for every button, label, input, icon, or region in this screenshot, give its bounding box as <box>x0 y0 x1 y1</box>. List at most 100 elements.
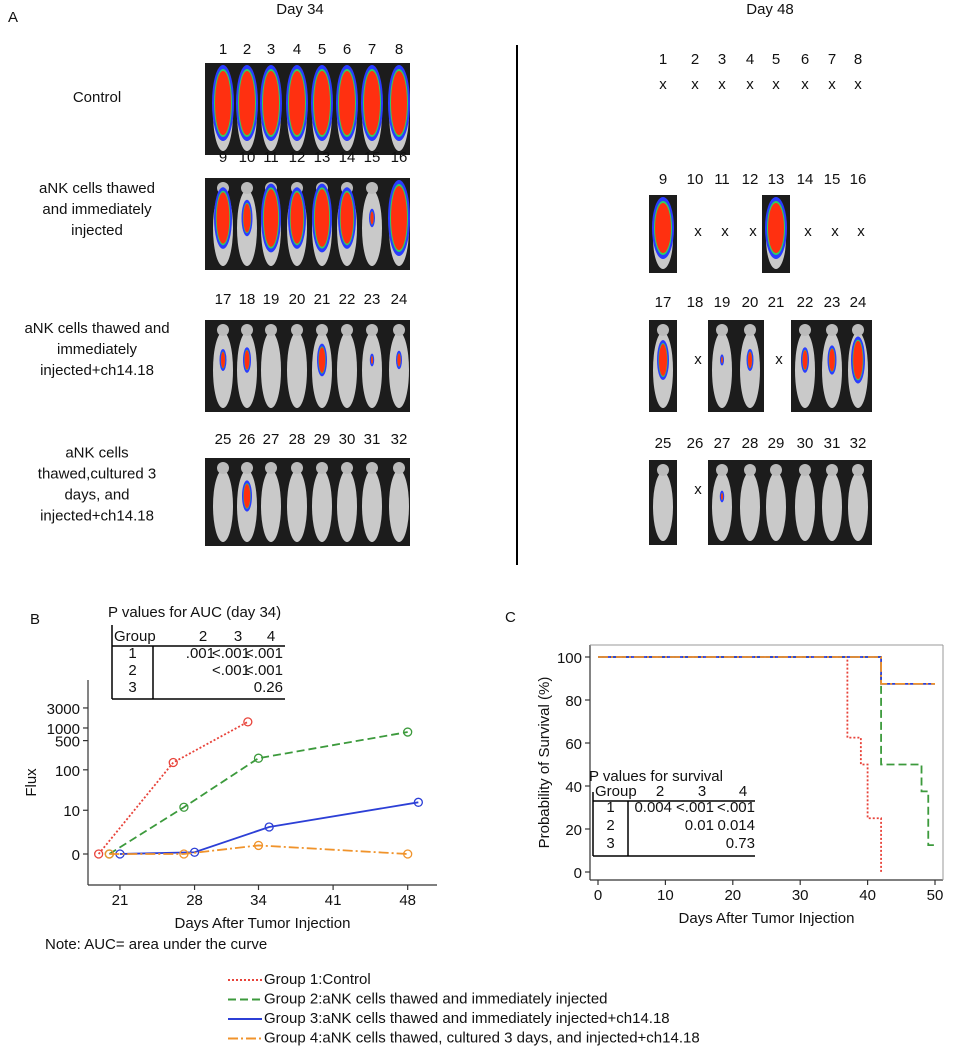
x-tick-label: 0 <box>594 887 602 904</box>
point <box>243 717 253 727</box>
mouse-head <box>241 462 253 474</box>
group-label: Control <box>73 89 121 106</box>
mouse-head <box>366 324 378 336</box>
signal <box>243 203 251 233</box>
table-header: 4 <box>739 783 747 800</box>
signal <box>802 350 808 370</box>
dead-mark: x <box>659 76 667 93</box>
mouse-head <box>744 324 756 336</box>
mouse-number: 8 <box>854 51 862 68</box>
legend-label: Group 2:aNK cells thawed and immediately… <box>264 990 608 1007</box>
signal <box>721 493 723 500</box>
x-tick-label: 41 <box>325 892 342 909</box>
mouse-number: 23 <box>364 291 381 308</box>
mouse-number: 5 <box>318 41 326 58</box>
mouse-head <box>852 464 864 476</box>
signal <box>364 71 380 135</box>
mouse <box>362 190 382 266</box>
dead-mark: x <box>775 351 783 368</box>
mouse-number: 23 <box>824 294 841 311</box>
y-tick-label: 500 <box>55 734 80 751</box>
mouse-number: 31 <box>824 435 841 452</box>
y-tick-label: 100 <box>55 763 80 780</box>
signal <box>340 192 354 244</box>
mouse-number: 24 <box>850 294 867 311</box>
group-label: injected+ch14.18 <box>40 507 154 524</box>
series-line <box>598 656 935 847</box>
dead-mark: x <box>831 223 839 240</box>
series-line <box>598 656 935 685</box>
point <box>253 753 264 763</box>
mouse-number: 32 <box>391 431 408 448</box>
x-tick-label: 28 <box>186 892 203 909</box>
mouse-number: 3 <box>718 51 726 68</box>
table-cell: 3 <box>606 835 614 852</box>
mouse-number: 30 <box>797 435 814 452</box>
table-cell: 0.73 <box>726 835 755 852</box>
mouse-number: 4 <box>293 41 301 58</box>
x-tick-label: 40 <box>859 887 876 904</box>
signal <box>748 352 752 368</box>
point <box>104 849 114 859</box>
mouse-number: 25 <box>655 435 672 452</box>
legend-label: Group 1:Control <box>264 971 371 988</box>
mouse-number: 29 <box>314 431 331 448</box>
signal <box>314 189 330 247</box>
mouse-head <box>716 324 728 336</box>
signal <box>239 71 255 135</box>
mouse-number: 11 <box>714 171 730 188</box>
dead-mark: x <box>691 76 699 93</box>
mouse <box>287 470 307 542</box>
signal <box>829 348 835 372</box>
group-label: injected <box>71 222 123 239</box>
group-label: days, and <box>64 486 129 503</box>
mouse-head <box>241 324 253 336</box>
mouse <box>795 472 815 541</box>
table-cell: 0.01 <box>685 817 714 834</box>
signal <box>371 356 373 364</box>
x-tick-label: 34 <box>250 892 267 909</box>
mouse-number: 2 <box>243 41 251 58</box>
signal <box>221 352 225 368</box>
mouse-number: 32 <box>850 435 867 452</box>
mouse-head <box>241 182 253 194</box>
mouse-number: 26 <box>687 435 704 452</box>
mouse <box>740 472 760 541</box>
mouse-number: 21 <box>768 294 785 311</box>
signal <box>318 347 326 373</box>
mouse-number: 3 <box>267 41 275 58</box>
dead-mark: x <box>718 76 726 93</box>
y-tick-label: 20 <box>565 822 582 839</box>
signal <box>853 340 863 380</box>
table-cell: 1 <box>128 645 136 662</box>
signal <box>216 192 230 244</box>
table-header: 2 <box>656 783 664 800</box>
y-tick-label: 1000 <box>47 721 80 738</box>
mouse <box>337 332 357 408</box>
x-tick-label: 10 <box>657 887 674 904</box>
mouse-head <box>393 324 405 336</box>
table-cell: .001 <box>186 645 215 662</box>
mouse-number: 19 <box>714 294 731 311</box>
mouse-number: 22 <box>797 294 814 311</box>
x-tick-label: 50 <box>927 887 944 904</box>
x-tick-label: 20 <box>724 887 741 904</box>
mouse-number: 7 <box>828 51 836 68</box>
mouse-number: 17 <box>655 294 672 311</box>
mouse <box>362 470 382 542</box>
mouse <box>712 332 732 408</box>
table-cell: <.001 <box>676 799 714 816</box>
y-tick-label: 100 <box>557 650 582 667</box>
mouse-head <box>744 464 756 476</box>
mouse-number: 6 <box>801 51 809 68</box>
mouse-head <box>826 464 838 476</box>
mouse-number: 6 <box>343 41 351 58</box>
table-cell: <.001 <box>245 662 283 679</box>
mouse <box>362 332 382 408</box>
mouse-number: 12 <box>742 171 759 188</box>
day-header: Day 34 <box>276 1 324 18</box>
table-header: 4 <box>267 628 275 645</box>
series-line <box>109 844 408 855</box>
mouse <box>287 332 307 408</box>
